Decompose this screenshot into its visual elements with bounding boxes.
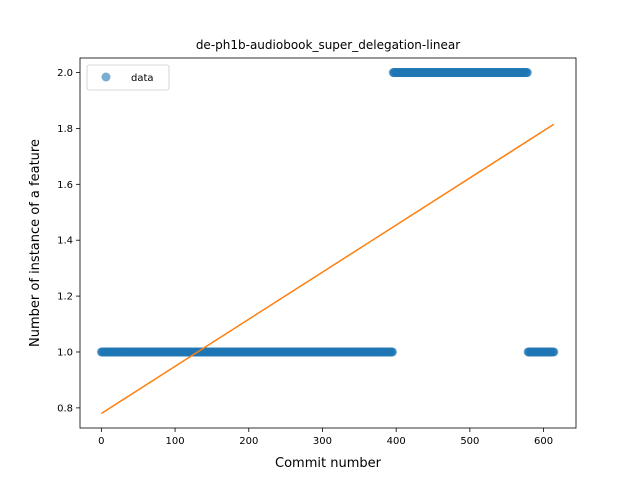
- data-point: [549, 347, 559, 357]
- legend-label-data: data: [131, 73, 154, 84]
- y-tick-label: 1.4: [57, 236, 73, 247]
- y-tick-label: 1.8: [57, 124, 73, 135]
- x-axis-title: Commit number: [275, 456, 382, 471]
- x-tick-label: 0: [98, 436, 104, 447]
- plot-background: [80, 58, 576, 428]
- plot-frame: [79, 57, 577, 429]
- legend-box: [86, 64, 170, 91]
- fit-line-layer: [100, 123, 555, 415]
- data-point: [387, 347, 397, 357]
- x-tick-label: 200: [239, 436, 258, 447]
- y-axis-title: Number of instance of a feature: [28, 139, 43, 347]
- y-tick-label: 0.8: [57, 403, 73, 414]
- x-axis: 0 100 200 300 400 500 600: [98, 428, 553, 447]
- data-point: [522, 68, 532, 78]
- y-tick-label: 1.6: [57, 180, 73, 191]
- x-tick-label: 100: [166, 436, 185, 447]
- fit-line: [100, 123, 555, 415]
- y-tick-label: 1.0: [57, 347, 73, 358]
- x-tick-label: 500: [460, 436, 479, 447]
- legend: data: [86, 64, 170, 91]
- y-tick-label: 1.2: [57, 292, 73, 303]
- chart-title: de-ph1b-audiobook_super_delegation-linea…: [196, 38, 460, 52]
- x-tick-label: 400: [387, 436, 406, 447]
- legend-marker-data: [101, 72, 111, 82]
- y-axis: 0.8 1.0 1.2 1.4 1.6 1.8 2.0: [57, 68, 80, 414]
- data-points-layer: [96, 68, 559, 357]
- x-tick-label: 300: [313, 436, 332, 447]
- x-tick-label: 600: [534, 436, 553, 447]
- y-tick-label: 2.0: [57, 68, 73, 79]
